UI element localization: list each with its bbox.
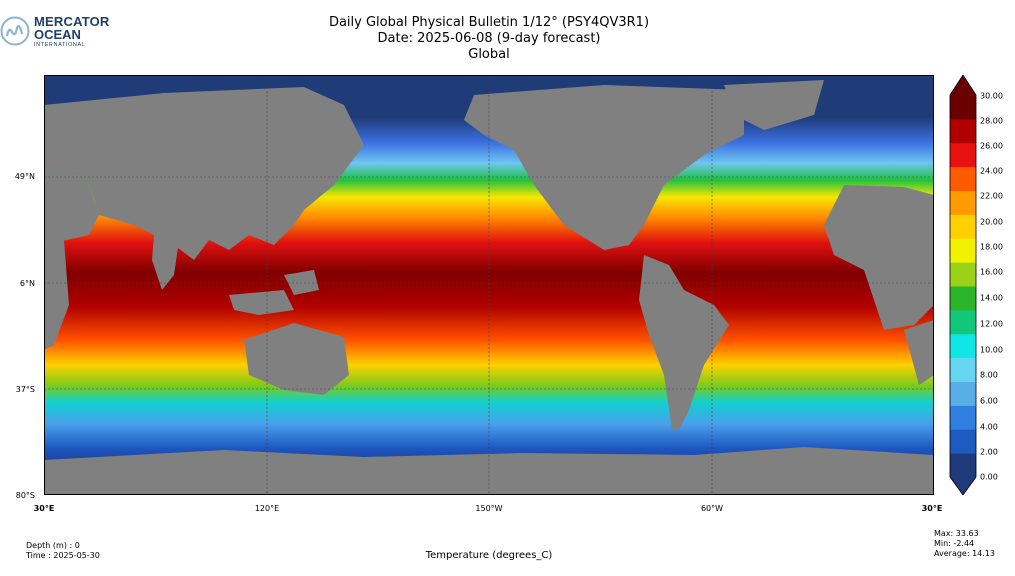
min-text: Min: -2.44 bbox=[934, 539, 975, 548]
title-line-1: Daily Global Physical Bulletin 1/12° (PS… bbox=[328, 15, 650, 30]
mercator-logo-icon bbox=[0, 16, 30, 46]
colorbar-tick: 30.00 bbox=[980, 91, 1003, 101]
colorbar-band bbox=[950, 166, 976, 191]
depth-time-info: Depth (m) : 0 Time : 2025-05-30 bbox=[26, 541, 100, 561]
colorbar-tick: 14.00 bbox=[980, 293, 1003, 303]
depth-text: Depth (m) : 0 bbox=[26, 541, 80, 550]
title-line-2: Date: 2025-06-08 (9-day forecast) bbox=[377, 31, 601, 46]
colorbar-tick: 4.00 bbox=[980, 422, 998, 432]
colorbar-band bbox=[950, 357, 976, 382]
sst-map bbox=[44, 75, 934, 495]
colorbar-tick: 26.00 bbox=[980, 141, 1003, 151]
colorbar-tick: 2.00 bbox=[980, 447, 998, 457]
colorbar-band bbox=[950, 309, 976, 335]
colorbar-tick: 6.00 bbox=[980, 396, 998, 406]
time-text: Time : 2025-05-30 bbox=[26, 551, 100, 560]
colorbar-band bbox=[950, 238, 976, 263]
colorbar-band bbox=[950, 214, 976, 239]
mercator-ocean-logo: MERCATOR OCEAN INTERNATIONAL bbox=[0, 14, 110, 50]
colorbar-band bbox=[950, 405, 976, 430]
colorbar-band bbox=[950, 333, 976, 359]
lon-label-30e-left: 30°E bbox=[33, 504, 55, 513]
logo-text-1: MERCATOR bbox=[34, 14, 110, 29]
colorbar-tick: 8.00 bbox=[980, 370, 998, 380]
average-text: Average: 14.13 bbox=[934, 549, 995, 558]
colorbar-bands bbox=[950, 95, 976, 478]
colorbar-band bbox=[950, 142, 976, 168]
colorbar-band bbox=[950, 118, 976, 144]
colorbar-band bbox=[950, 453, 976, 478]
lat-label-80s: 80°S bbox=[15, 491, 35, 500]
colorbar-tick: 24.00 bbox=[980, 166, 1003, 176]
lat-label-49n: 49°N bbox=[14, 172, 35, 181]
colorbar-tick: 10.00 bbox=[980, 345, 1003, 355]
logo-text-2: OCEAN bbox=[34, 27, 81, 42]
units-label: Temperature (degrees_C) bbox=[425, 550, 553, 561]
lon-label-120e: 120°E bbox=[254, 504, 280, 513]
colorbar-band bbox=[950, 286, 976, 311]
colorbar-outline bbox=[949, 75, 977, 495]
stats-info: Max: 33.63 Min: -2.44 Average: 14.13 bbox=[934, 529, 995, 559]
colorbar-max-arrow bbox=[950, 75, 976, 95]
logo-text-3: INTERNATIONAL bbox=[34, 42, 86, 48]
colorbar-band bbox=[950, 381, 976, 406]
lat-label-37s: 37°S bbox=[15, 385, 35, 394]
colorbar-band bbox=[950, 429, 976, 454]
max-text: Max: 33.63 bbox=[934, 529, 979, 538]
lon-label-150w: 150°W bbox=[475, 504, 503, 513]
colorbar-tick: 18.00 bbox=[980, 242, 1003, 252]
colorbar-tick: 16.00 bbox=[980, 267, 1003, 277]
colorbar-band bbox=[950, 262, 976, 287]
colorbar-min-arrow bbox=[950, 477, 976, 495]
colorbar-band bbox=[950, 190, 976, 215]
lon-label-30e-right: 30°E bbox=[921, 504, 943, 513]
colorbar-tick: 28.00 bbox=[980, 116, 1003, 126]
colorbar-band bbox=[950, 95, 976, 120]
lat-label-6n: 6°N bbox=[19, 279, 35, 288]
colorbar-tick: 22.00 bbox=[980, 191, 1003, 201]
lon-label-60w: 60°W bbox=[700, 504, 724, 513]
title-line-3: Global bbox=[468, 47, 510, 62]
map-frame bbox=[44, 75, 934, 495]
colorbar-tick: 20.00 bbox=[980, 217, 1003, 227]
colorbar bbox=[949, 75, 977, 495]
colorbar-tick: 12.00 bbox=[980, 319, 1003, 329]
graticule bbox=[44, 75, 934, 495]
colorbar-tick: 0.00 bbox=[980, 472, 998, 482]
